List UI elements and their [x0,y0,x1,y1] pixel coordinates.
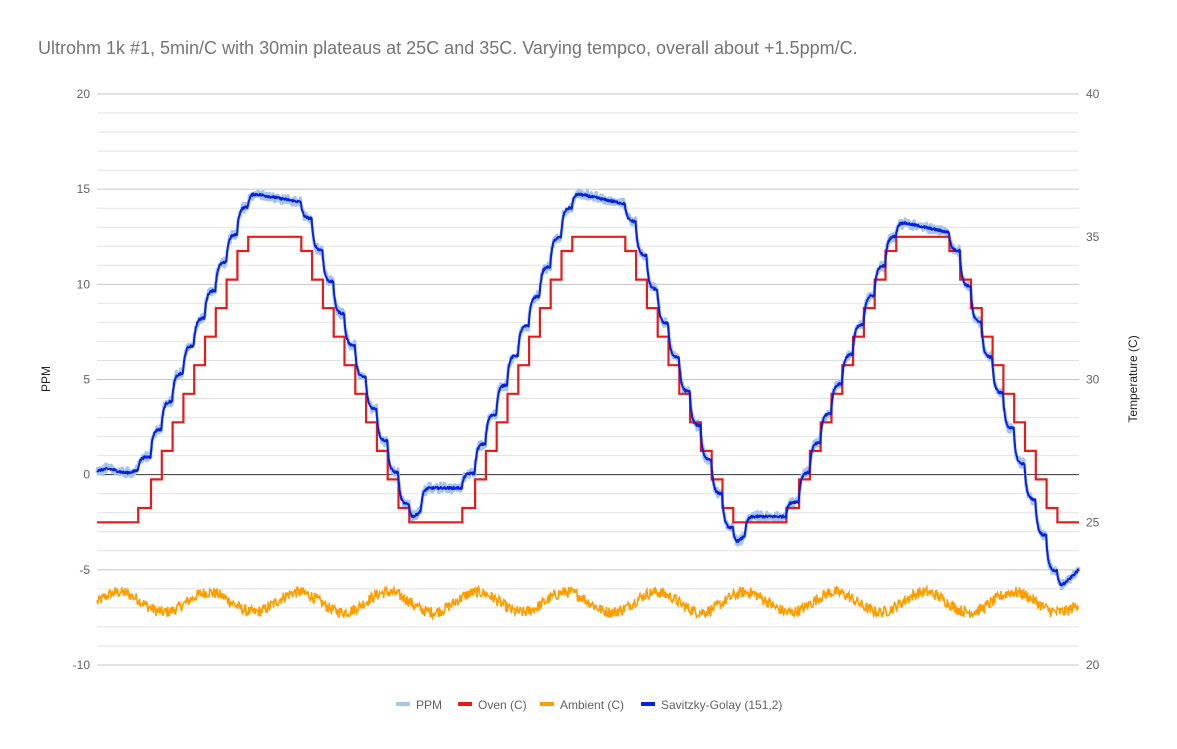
chart-title: Ultrohm 1k #1, 5min/C with 30min plateau… [38,38,858,58]
y2-axis-ticks: 40 35 30 25 20 [1086,87,1100,672]
y2-tick-label: 30 [1086,373,1100,387]
legend-swatch-savitzky-golay[interactable] [641,702,655,706]
series-ambient [96,584,1080,621]
y-tick-label: 10 [77,277,91,291]
legend-label-oven[interactable]: Oven (C) [478,698,527,712]
y-tick-label: 5 [83,373,90,387]
y-tick-label: 0 [83,468,90,482]
legend-label-savitzky-golay[interactable]: Savitzky-Golay (151,2) [661,698,782,712]
y2-tick-label: 35 [1086,230,1100,244]
legend-swatch-ppm[interactable] [396,702,410,706]
y-tick-label: -10 [73,658,91,672]
legend: PPM Oven (C) Ambient (C) Savitzky-Golay … [396,698,782,712]
plot-area [95,188,1081,621]
grid-lines [97,93,1079,666]
series-oven [97,235,1079,524]
legend-label-ambient[interactable]: Ambient (C) [560,698,624,712]
legend-swatch-ambient[interactable] [540,702,554,706]
y-tick-label: -5 [79,563,90,577]
y2-tick-label: 25 [1086,515,1100,529]
series-ppm [95,188,1081,591]
y2-tick-label: 40 [1086,87,1100,101]
y-tick-label: 20 [77,87,91,101]
legend-swatch-oven[interactable] [458,702,472,706]
legend-label-ppm[interactable]: PPM [416,698,442,712]
y-tick-label: 15 [77,182,91,196]
y-axis-ticks: 20 15 10 5 0 -5 -10 [73,87,91,672]
y2-axis-title: Temperature (C) [1126,335,1140,422]
series-savitzky-golay [96,192,1080,587]
y2-tick-label: 20 [1086,658,1100,672]
y-axis-title: PPM [39,366,53,392]
